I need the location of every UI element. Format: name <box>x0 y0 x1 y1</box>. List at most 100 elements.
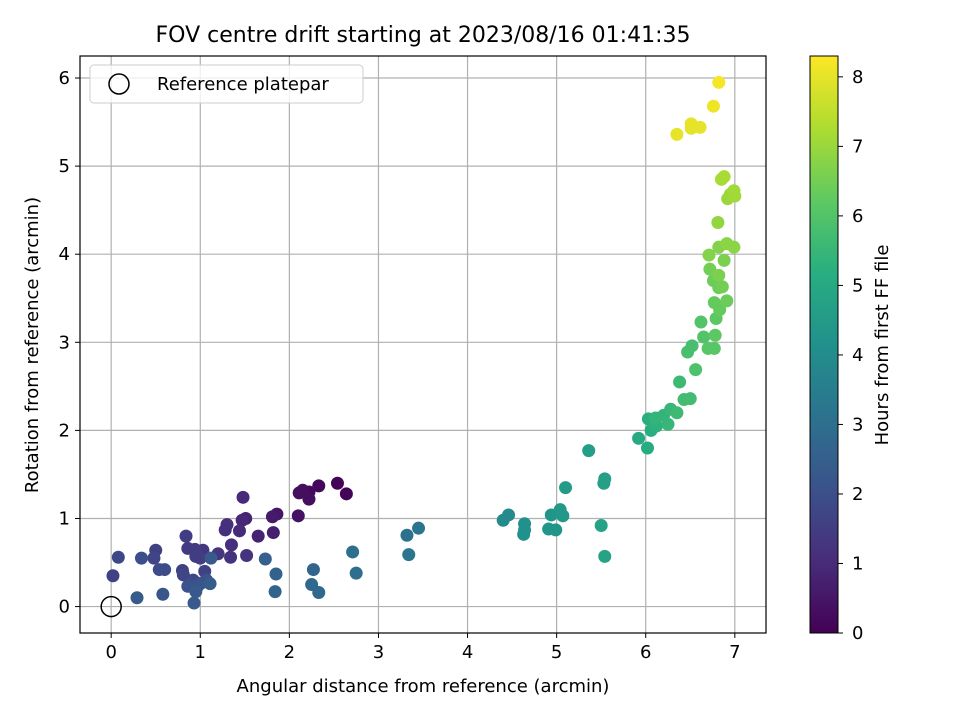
chart-title: FOV centre drift starting at 2023/08/16 … <box>156 23 691 48</box>
data-point <box>707 296 721 310</box>
x-tick-label: 4 <box>462 642 473 663</box>
data-point <box>582 444 596 458</box>
data-point <box>412 521 426 535</box>
data-point <box>715 280 729 294</box>
legend-label: Reference platepar <box>157 74 329 95</box>
data-point <box>312 585 326 599</box>
legend-box <box>89 64 364 104</box>
legend-circle-icon <box>108 73 130 95</box>
data-point <box>268 585 282 599</box>
data-point <box>598 549 612 563</box>
data-point <box>707 341 721 355</box>
colorbar-tick-label: 2 <box>852 484 863 505</box>
colorbar-tick-label: 7 <box>852 136 863 157</box>
data-point <box>702 248 716 262</box>
data-point <box>235 513 249 527</box>
data-point <box>727 184 741 198</box>
x-tick-label: 7 <box>729 642 740 663</box>
data-point <box>339 487 353 501</box>
data-point <box>111 550 125 564</box>
data-point <box>670 127 684 141</box>
data-point <box>673 375 687 389</box>
data-point <box>193 551 207 565</box>
data-point <box>266 526 280 540</box>
data-point <box>712 268 726 282</box>
data-point <box>269 567 283 581</box>
data-point <box>106 569 120 583</box>
data-point <box>181 541 195 555</box>
colorbar-tick-label: 0 <box>852 623 863 644</box>
colorbar-tick-label: 1 <box>852 553 863 574</box>
y-axis-label: Rotation from reference (arcmin) <box>22 197 43 493</box>
plot-area <box>80 56 766 633</box>
colorbar-tick-label: 5 <box>852 275 863 296</box>
data-point <box>204 551 218 565</box>
data-point <box>258 552 272 566</box>
data-point <box>224 538 238 552</box>
data-point <box>597 476 611 490</box>
data-point <box>720 294 734 308</box>
data-point <box>559 481 573 495</box>
data-point <box>346 545 360 559</box>
data-point <box>251 529 265 543</box>
data-point <box>683 392 697 406</box>
data-point <box>224 550 238 564</box>
y-tick-label: 0 <box>59 597 70 618</box>
data-point <box>203 577 217 591</box>
data-point <box>232 524 246 538</box>
colorbar-ticks: 0 1 2 3 4 5 6 7 8 <box>838 67 863 644</box>
data-point <box>708 328 722 342</box>
data-point <box>717 253 731 267</box>
data-point <box>670 406 684 420</box>
data-point <box>594 519 608 533</box>
y-tick-label: 3 <box>59 332 70 353</box>
data-point <box>693 120 707 134</box>
data-point <box>349 566 363 580</box>
y-tick-label: 6 <box>59 68 70 89</box>
data-point <box>711 215 725 229</box>
data-point <box>661 417 675 431</box>
data-point <box>502 508 516 522</box>
data-point <box>330 476 344 490</box>
data-point <box>158 563 172 577</box>
data-point <box>291 509 305 523</box>
x-axis-label: Angular distance from reference (arcmin) <box>237 676 610 697</box>
data-point <box>187 596 201 610</box>
data-point <box>240 548 254 562</box>
data-point <box>312 479 326 493</box>
data-point <box>712 75 726 89</box>
y-tick-label: 2 <box>59 420 70 441</box>
data-point <box>402 548 416 562</box>
reference-marker <box>100 595 122 618</box>
x-tick-label: 5 <box>551 642 562 663</box>
colorbar-tick-label: 3 <box>852 414 863 435</box>
y-axis-ticks: 0 1 2 3 4 5 6 <box>59 68 80 618</box>
legend: Reference platepar <box>89 64 364 104</box>
data-point <box>549 523 563 537</box>
plot-frame <box>79 55 767 634</box>
x-tick-label: 0 <box>105 642 116 663</box>
data-point <box>697 330 711 344</box>
y-tick-label: 4 <box>59 244 70 265</box>
x-axis-ticks: 0 1 2 3 4 5 6 7 <box>105 633 741 663</box>
x-tick-label: 2 <box>284 642 295 663</box>
data-point <box>685 339 699 353</box>
x-tick-label: 1 <box>195 642 206 663</box>
data-point <box>306 563 320 577</box>
data-point <box>134 551 148 565</box>
data-point <box>296 483 310 497</box>
data-point <box>265 510 279 524</box>
data-point <box>632 431 646 445</box>
data-point <box>556 509 570 523</box>
scatter-points <box>106 75 742 610</box>
x-tick-label: 6 <box>640 642 651 663</box>
colorbar-tick-label: 8 <box>852 67 863 88</box>
data-point <box>130 591 144 605</box>
data-point <box>517 527 531 541</box>
y-tick-label: 1 <box>59 508 70 529</box>
colorbar-label: Hours from first FF file <box>872 245 893 446</box>
data-point <box>400 528 414 542</box>
data-point <box>189 585 203 599</box>
y-tick-label: 5 <box>59 156 70 177</box>
